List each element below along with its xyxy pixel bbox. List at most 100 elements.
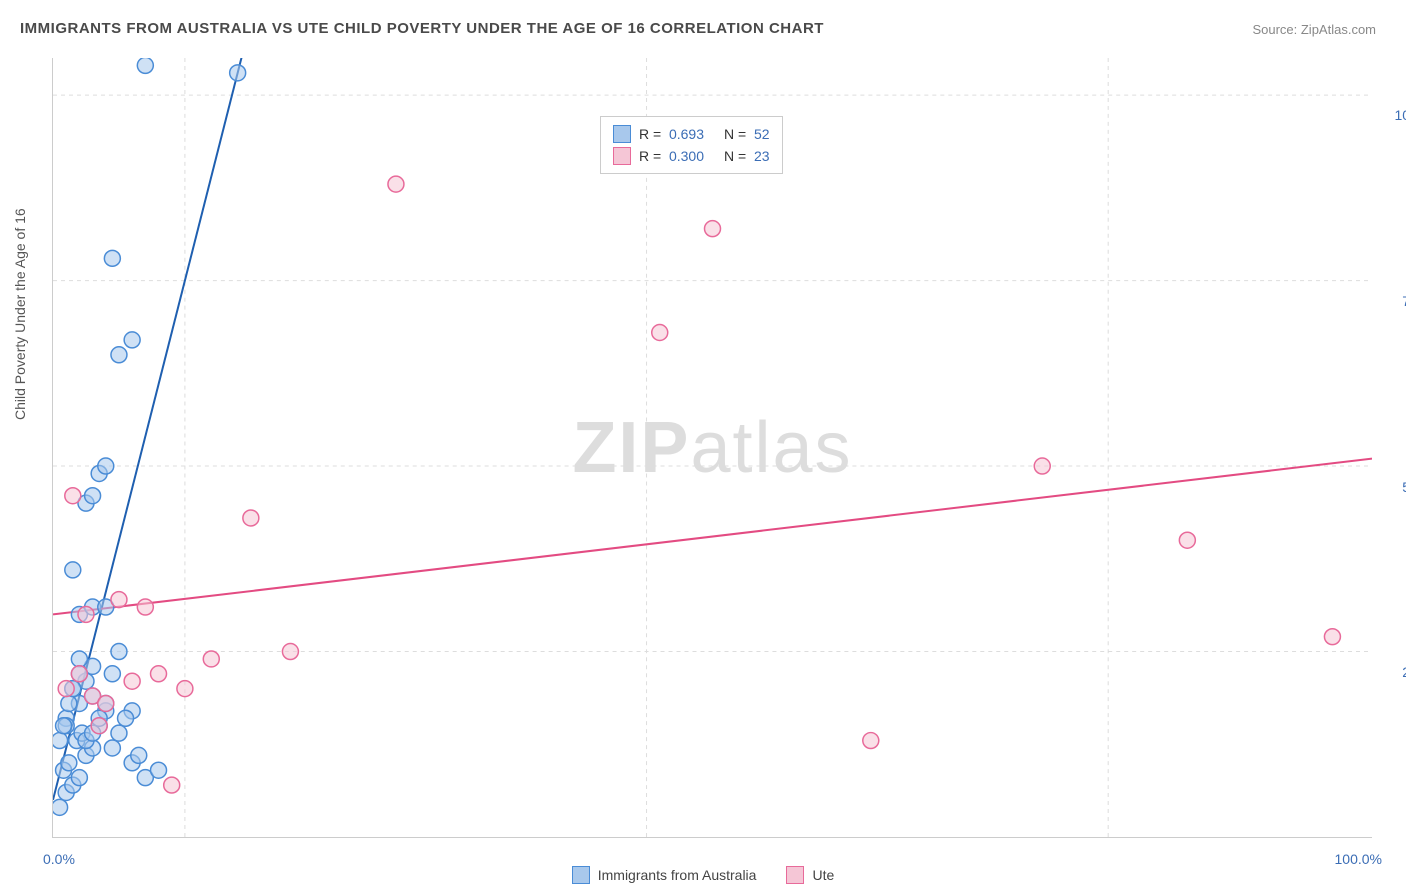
scatter-point[interactable]	[58, 784, 74, 800]
scatter-point[interactable]	[65, 562, 81, 578]
trend-lines-svg	[53, 58, 1372, 837]
scatter-point[interactable]	[111, 347, 127, 363]
scatter-point[interactable]	[98, 599, 114, 615]
chart-title: IMMIGRANTS FROM AUSTRALIA VS UTE CHILD P…	[20, 20, 824, 37]
scatter-point[interactable]	[61, 695, 77, 711]
scatter-point[interactable]	[53, 799, 68, 815]
legend-series-item[interactable]: Ute	[786, 866, 834, 884]
scatter-point[interactable]	[652, 325, 668, 341]
scatter-point[interactable]	[124, 332, 140, 348]
scatter-point[interactable]	[69, 733, 85, 749]
scatter-point[interactable]	[71, 606, 87, 622]
scatter-point[interactable]	[85, 658, 101, 674]
scatter-point[interactable]	[98, 695, 114, 711]
correlation-legend: R = 0.693N = 52R = 0.300N = 23	[600, 116, 783, 174]
scatter-point[interactable]	[111, 592, 127, 608]
scatter-point[interactable]	[85, 599, 101, 615]
scatter-point[interactable]	[91, 718, 107, 734]
legend-series-label: Immigrants from Australia	[598, 867, 757, 883]
scatter-point[interactable]	[78, 747, 94, 763]
scatter-point[interactable]	[124, 673, 140, 689]
scatter-point[interactable]	[863, 733, 879, 749]
scatter-point[interactable]	[85, 688, 101, 704]
scatter-point[interactable]	[85, 740, 101, 756]
scatter-point[interactable]	[65, 488, 81, 504]
legend-series-label: Ute	[812, 867, 834, 883]
scatter-point[interactable]	[137, 58, 153, 73]
scatter-point[interactable]	[111, 725, 127, 741]
x-tick-min: 0.0%	[43, 851, 75, 867]
x-tick-max: 100.0%	[1335, 851, 1382, 867]
scatter-point[interactable]	[104, 250, 120, 266]
source-link[interactable]: Source: ZipAtlas.com	[1252, 22, 1376, 37]
scatter-point[interactable]	[177, 681, 193, 697]
watermark-bold: ZIP	[572, 408, 690, 488]
scatter-point[interactable]	[78, 673, 94, 689]
scatter-point[interactable]	[78, 733, 94, 749]
y-tick-label: 75.0%	[1382, 293, 1406, 309]
scatter-point[interactable]	[61, 755, 77, 771]
scatter-point[interactable]	[53, 733, 68, 749]
scatter-point[interactable]	[1034, 458, 1050, 474]
scatter-point[interactable]	[58, 681, 74, 697]
scatter-point[interactable]	[71, 666, 87, 682]
scatter-point[interactable]	[137, 599, 153, 615]
legend-stat-row: R = 0.693N = 52	[613, 123, 770, 145]
scatter-point[interactable]	[78, 495, 94, 511]
scatter-point[interactable]	[282, 644, 298, 660]
scatter-point[interactable]	[151, 666, 167, 682]
scatter-point[interactable]	[85, 725, 101, 741]
scatter-point[interactable]	[104, 666, 120, 682]
scatter-point[interactable]	[131, 747, 147, 763]
legend-stat-row: R = 0.300N = 23	[613, 145, 770, 167]
legend-series-item[interactable]: Immigrants from Australia	[572, 866, 757, 884]
scatter-point[interactable]	[118, 710, 134, 726]
scatter-point[interactable]	[705, 221, 721, 237]
watermark: ZIPatlas	[572, 407, 852, 489]
scatter-point[interactable]	[137, 770, 153, 786]
scatter-point[interactable]	[71, 651, 87, 667]
legend-r-label: R = 0.300	[639, 148, 704, 164]
scatter-point[interactable]	[243, 510, 259, 526]
scatter-point[interactable]	[1324, 629, 1340, 645]
chart-container: IMMIGRANTS FROM AUSTRALIA VS UTE CHILD P…	[0, 0, 1406, 892]
legend-r-label: R = 0.693	[639, 126, 704, 142]
scatter-point[interactable]	[56, 762, 72, 778]
y-tick-label: 25.0%	[1382, 664, 1406, 680]
scatter-point[interactable]	[65, 681, 81, 697]
legend-swatch	[786, 866, 804, 884]
scatter-point[interactable]	[58, 710, 74, 726]
scatter-point[interactable]	[91, 465, 107, 481]
plot-area: ZIPatlas 0.0% 100.0% 25.0%50.0%75.0%100.…	[52, 58, 1372, 838]
scatter-point[interactable]	[104, 740, 120, 756]
scatter-point[interactable]	[98, 703, 114, 719]
legend-swatch	[572, 866, 590, 884]
scatter-point[interactable]	[230, 65, 246, 81]
scatter-point[interactable]	[91, 718, 107, 734]
scatter-point[interactable]	[124, 703, 140, 719]
scatter-point[interactable]	[124, 755, 140, 771]
scatter-point[interactable]	[164, 777, 180, 793]
scatter-point[interactable]	[1179, 532, 1195, 548]
scatter-point[interactable]	[85, 488, 101, 504]
scatter-point[interactable]	[71, 695, 87, 711]
scatter-point[interactable]	[85, 688, 101, 704]
scatter-point[interactable]	[65, 681, 81, 697]
scatter-point[interactable]	[111, 644, 127, 660]
scatter-point[interactable]	[71, 666, 87, 682]
scatter-point[interactable]	[388, 176, 404, 192]
scatter-point[interactable]	[65, 777, 81, 793]
scatter-point[interactable]	[151, 762, 167, 778]
scatter-point[interactable]	[74, 725, 90, 741]
scatter-point[interactable]	[71, 770, 87, 786]
legend-swatch	[613, 125, 631, 143]
scatter-point[interactable]	[203, 651, 219, 667]
y-tick-label: 50.0%	[1382, 479, 1406, 495]
scatter-point[interactable]	[91, 710, 107, 726]
scatter-point[interactable]	[58, 718, 74, 734]
y-tick-label: 100.0%	[1382, 107, 1406, 123]
scatter-point[interactable]	[56, 718, 72, 734]
scatter-point[interactable]	[98, 695, 114, 711]
scatter-point[interactable]	[78, 606, 94, 622]
scatter-point[interactable]	[98, 458, 114, 474]
